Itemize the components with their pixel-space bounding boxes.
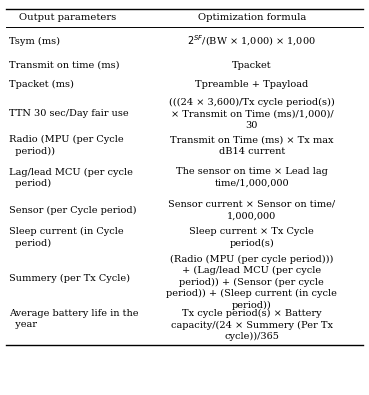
Text: (Radio (MPU (per cycle period)))
+ (Lag/lead MCU (per cycle
period)) + (Sensor (: (Radio (MPU (per cycle period))) + (Lag/… — [166, 254, 337, 310]
Text: (((24 × 3,600)/Tx cycle period(s))
× Transmit on Time (ms)/1,000)/
30: (((24 × 3,600)/Tx cycle period(s)) × Tra… — [169, 98, 335, 130]
Text: Transmit on Time (ms) × Tx max
dB14 current: Transmit on Time (ms) × Tx max dB14 curr… — [170, 135, 334, 156]
Text: Output parameters: Output parameters — [19, 13, 116, 22]
Text: Summery (per Tx Cycle): Summery (per Tx Cycle) — [9, 274, 130, 283]
Text: Average battery life in the
  year: Average battery life in the year — [9, 309, 139, 329]
Text: Optimization formula: Optimization formula — [198, 13, 306, 22]
Text: Tpacket: Tpacket — [232, 61, 272, 70]
Text: Tpreamble + Tpayload: Tpreamble + Tpayload — [195, 81, 308, 89]
Text: Sensor current × Sensor on time/
1,000,000: Sensor current × Sensor on time/ 1,000,0… — [168, 200, 335, 220]
Text: Tsym (ms): Tsym (ms) — [9, 36, 60, 46]
Text: Tpacket (ms): Tpacket (ms) — [9, 80, 74, 90]
Text: TTN 30 sec/Day fair use: TTN 30 sec/Day fair use — [9, 109, 129, 118]
Text: Tx cycle period(s) × Battery
capacity/(24 × Summery (Per Tx
cycle))/365: Tx cycle period(s) × Battery capacity/(2… — [171, 309, 333, 341]
Text: The sensor on time × Lead lag
time/1,000,000: The sensor on time × Lead lag time/1,000… — [176, 167, 328, 188]
Text: Sleep current × Tx Cycle
period(s): Sleep current × Tx Cycle period(s) — [189, 227, 314, 248]
Text: Lag/lead MCU (per cycle
  period): Lag/lead MCU (per cycle period) — [9, 167, 133, 188]
Text: Transmit on time (ms): Transmit on time (ms) — [9, 61, 120, 70]
Text: Radio (MPU (per Cycle
  period)): Radio (MPU (per Cycle period)) — [9, 135, 124, 156]
Text: Sleep current (in Cycle
  period): Sleep current (in Cycle period) — [9, 227, 124, 248]
Text: $2^{SF}$/(BW × 1,000) × 1,000: $2^{SF}$/(BW × 1,000) × 1,000 — [187, 34, 316, 49]
Text: Sensor (per Cycle period): Sensor (per Cycle period) — [9, 206, 137, 215]
